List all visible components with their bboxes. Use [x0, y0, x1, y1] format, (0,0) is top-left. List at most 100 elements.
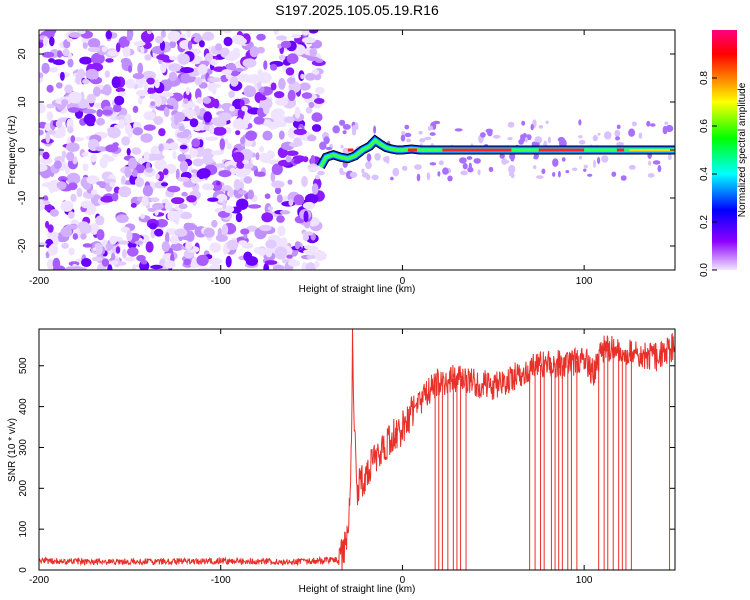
noise-blob	[80, 232, 87, 240]
noise-blob	[578, 135, 583, 139]
noise-blob	[302, 201, 316, 210]
noise-blob	[277, 225, 286, 237]
noise-blob	[243, 234, 248, 239]
noise-blob	[253, 116, 265, 125]
noise-blob	[95, 146, 109, 152]
noise-blob	[313, 250, 327, 261]
noise-blob	[232, 118, 246, 130]
noise-blob	[308, 101, 315, 109]
noise-blob	[311, 69, 320, 76]
noise-blob	[597, 132, 601, 136]
noise-blob	[141, 195, 149, 207]
y-tick-label: 500	[18, 357, 29, 374]
noise-blob	[271, 180, 285, 189]
noise-blob	[174, 228, 188, 237]
noise-blob	[155, 36, 164, 44]
noise-blob	[593, 159, 596, 168]
noise-blob	[46, 111, 54, 121]
noise-blob	[429, 125, 433, 131]
noise-blob	[520, 134, 525, 139]
noise-blob	[488, 166, 494, 172]
noise-blob	[211, 219, 218, 228]
noise-blob	[266, 150, 275, 160]
noise-blob	[233, 178, 241, 191]
noise-blob	[287, 89, 296, 102]
noise-blob	[473, 158, 481, 164]
noise-blob	[314, 261, 320, 268]
noise-blob	[267, 206, 274, 211]
noise-blob	[361, 168, 365, 174]
snr-frame	[38, 328, 676, 571]
noise-blob	[518, 139, 524, 145]
noise-blob	[245, 130, 257, 141]
noise-blob	[81, 267, 87, 270]
noise-blob	[76, 187, 83, 198]
noise-blob	[286, 254, 293, 259]
snr-line	[39, 329, 675, 570]
noise-blob	[82, 223, 92, 234]
noise-blob	[140, 259, 148, 265]
noise-blob	[302, 156, 309, 163]
noise-blob	[102, 84, 112, 96]
colorbar-tick-label: 0.6	[699, 119, 710, 133]
noise-blob	[68, 32, 82, 38]
noise-blob	[390, 176, 394, 181]
noise-blob	[386, 155, 390, 164]
noise-blob	[82, 243, 93, 248]
noise-blob	[40, 157, 53, 165]
noise-blob	[306, 254, 316, 260]
noise-blob	[278, 78, 286, 90]
noise-blob	[508, 172, 513, 176]
noise-blob	[225, 255, 232, 268]
noise-blob	[90, 189, 98, 195]
noise-blob	[571, 167, 578, 171]
noise-blob	[243, 176, 253, 184]
noise-blob	[565, 170, 570, 174]
noise-blob	[183, 258, 191, 266]
noise-blob	[332, 125, 341, 134]
noise-blob	[117, 240, 129, 245]
noise-blob	[163, 106, 170, 118]
noise-blob	[197, 64, 208, 75]
noise-blob	[39, 129, 44, 136]
noise-blob	[208, 257, 223, 265]
noise-blob	[583, 164, 588, 169]
noise-blob	[54, 160, 62, 169]
noise-blob	[174, 114, 179, 126]
noise-blob	[72, 233, 79, 240]
noise-blob	[270, 82, 277, 91]
noise-blob	[508, 164, 516, 174]
noise-blob	[80, 91, 85, 103]
noise-blob	[302, 231, 314, 236]
noise-blob	[132, 263, 137, 270]
noise-blob	[305, 262, 316, 270]
noise-blob	[172, 150, 177, 160]
noise-blob	[287, 77, 296, 85]
noise-blob	[146, 77, 155, 85]
noise-blob	[41, 62, 50, 74]
noise-blob	[255, 152, 260, 161]
noise-blob	[68, 247, 75, 256]
noise-blob	[124, 256, 135, 262]
noise-blob	[82, 182, 92, 190]
noise-blob	[67, 58, 74, 68]
noise-blob	[192, 158, 204, 167]
noise-blob	[235, 130, 241, 136]
noise-blob	[416, 173, 421, 182]
noise-blob	[96, 181, 106, 186]
noise-blob	[121, 249, 127, 259]
colorbar-label: Normalized spectral amplitude	[737, 82, 748, 217]
noise-blob	[294, 241, 301, 250]
noise-blob	[60, 226, 73, 238]
noise-blob	[82, 40, 88, 50]
noise-blob	[95, 215, 105, 226]
snr-x-label: Height of straight line (km)	[299, 584, 416, 595]
colorbar: 0.0 0.2 0.4 0.6 0.8 Normalized spectral ampl…	[699, 30, 748, 277]
noise-blob	[221, 69, 232, 75]
noise-blob	[222, 199, 227, 210]
noise-blob	[242, 58, 257, 68]
colorbar-tick-label: 0.8	[699, 71, 710, 85]
noise-blob	[240, 136, 246, 145]
noise-blob	[323, 136, 330, 145]
